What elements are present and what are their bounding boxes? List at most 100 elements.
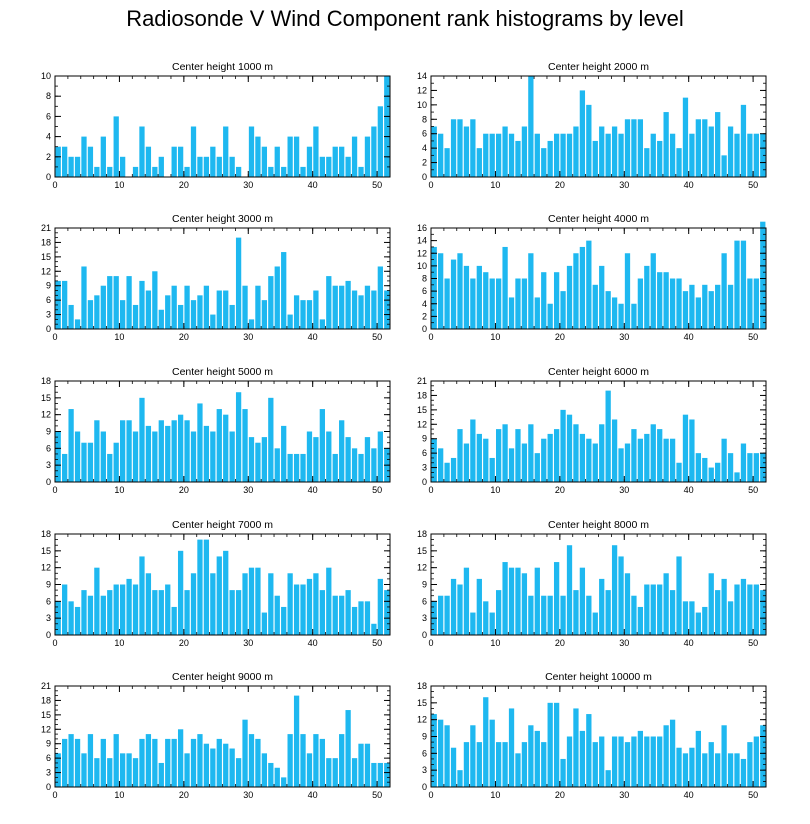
bar-rank-22	[197, 734, 203, 787]
bar-rank-4	[81, 590, 87, 635]
bar-rank-40	[313, 126, 319, 177]
bar-rank-50	[753, 278, 759, 329]
bar-rank-29	[242, 573, 248, 635]
bar-rank-8	[483, 601, 489, 635]
bar-rank-25	[216, 156, 222, 177]
x-tick-label: 0	[428, 180, 433, 190]
bar-rank-36	[663, 272, 669, 329]
y-tick-label: 14	[417, 236, 427, 246]
bar-rank-48	[364, 437, 371, 482]
bar-rank-42	[702, 119, 708, 177]
bar-rank-46	[351, 758, 358, 787]
bar-rank-3	[450, 747, 457, 787]
bar-rank-1	[438, 448, 444, 482]
bar-rank-27	[605, 291, 611, 330]
bar-rank-2	[444, 278, 450, 329]
x-tick-label: 50	[748, 485, 758, 495]
bar-rank-21	[566, 736, 573, 787]
bar-rank-43	[708, 573, 714, 635]
bar-rank-48	[740, 104, 747, 177]
bar-rank-11	[502, 424, 508, 482]
bar-rank-13	[515, 429, 521, 482]
bar-rank-22	[197, 295, 203, 329]
y-tick-label: 14	[417, 71, 427, 81]
bar-rank-32	[637, 119, 644, 177]
panel-title: Center height 7000 m	[172, 519, 273, 531]
bar-rank-32	[637, 278, 644, 329]
bars	[55, 539, 390, 635]
bar-rank-51	[384, 290, 390, 329]
histogram-panel-6: Center height 6000 m 0 10 20 30 40 50 0 3 6 9 12 15 1…	[417, 366, 767, 495]
bar-rank-27	[229, 748, 235, 787]
panel-title: Center height 6000 m	[548, 366, 649, 378]
bar-rank-14	[145, 290, 152, 329]
y-tick-label: 3	[422, 613, 427, 623]
bar-rank-6	[470, 612, 476, 635]
bar-rank-0	[55, 753, 61, 787]
bars	[55, 76, 390, 177]
bar-rank-50	[377, 762, 383, 787]
bar-rank-25	[216, 738, 222, 787]
bar-rank-25	[592, 612, 598, 635]
histogram-panel-10: Center height 10000 m 0 10 20 30 40 50 0 3 6 9 12 15…	[417, 671, 767, 800]
bar-rank-10	[120, 300, 126, 329]
bar-rank-18	[171, 420, 177, 482]
bar-rank-51	[760, 133, 766, 177]
bar-rank-36	[287, 453, 293, 482]
bar-rank-47	[358, 166, 364, 177]
bar-rank-18	[171, 285, 177, 329]
bar-rank-49	[747, 453, 753, 482]
bar-rank-19	[177, 146, 184, 177]
bar-rank-1	[62, 280, 68, 329]
bar-rank-24	[586, 240, 592, 330]
y-tick-label: 15	[417, 405, 427, 415]
bar-rank-44	[339, 595, 345, 635]
y-tick-label: 12	[417, 85, 427, 95]
bar-rank-12	[508, 297, 515, 329]
bar-rank-41	[319, 319, 325, 329]
y-tick-label: 0	[422, 782, 427, 792]
bar-rank-29	[618, 303, 624, 329]
bar-rank-25	[592, 284, 598, 329]
y-tick-label: 10	[417, 100, 427, 110]
bar-rank-35	[281, 252, 287, 329]
bar-rank-42	[326, 156, 332, 177]
y-tick-label: 4	[46, 132, 51, 142]
y-tick-label: 2	[422, 158, 427, 168]
bar-rank-46	[727, 453, 734, 482]
bar-rank-17	[541, 595, 547, 635]
y-axis: 0 2 4 6 8 10 12 14	[417, 71, 766, 182]
y-tick-label: 15	[41, 252, 51, 262]
panel-title: Center height 2000 m	[548, 61, 649, 73]
bar-rank-46	[727, 126, 734, 177]
histogram-panel-2: Center height 2000 m 0 10 20 30 40 50 0 2 4 6 8 10 12…	[417, 61, 767, 190]
bar-rank-31	[631, 736, 637, 787]
panel-title: Center height 1000 m	[172, 61, 273, 73]
bar-rank-42	[702, 753, 708, 787]
y-tick-label: 9	[422, 580, 427, 590]
bar-rank-45	[721, 725, 727, 787]
bar-rank-30	[624, 573, 631, 635]
bar-rank-19	[177, 550, 184, 635]
bar-rank-22	[197, 403, 203, 482]
bar-rank-44	[715, 590, 721, 635]
y-tick-label: 18	[41, 237, 51, 247]
bar-rank-4	[81, 266, 87, 329]
bar-rank-14	[521, 573, 528, 635]
histogram-panel-7: Center height 7000 m 0 10 20 30 40 50 0 3 6 9 12 15 1…	[41, 519, 391, 648]
bar-rank-39	[306, 146, 313, 177]
x-tick-label: 0	[52, 638, 57, 648]
bar-rank-40	[689, 419, 695, 482]
bar-rank-36	[663, 438, 669, 482]
bar-rank-6	[94, 420, 100, 482]
x-tick-label: 10	[114, 180, 124, 190]
bar-rank-47	[358, 601, 364, 635]
bar-rank-30	[248, 437, 255, 482]
y-tick-label: 0	[46, 630, 51, 640]
bar-rank-10	[120, 584, 126, 635]
bar-rank-39	[306, 578, 313, 635]
bar-rank-2	[68, 156, 74, 177]
y-tick-label: 6	[46, 111, 51, 121]
x-axis: 0 10 20 30 40 50	[428, 381, 767, 495]
bar-rank-45	[721, 438, 727, 482]
